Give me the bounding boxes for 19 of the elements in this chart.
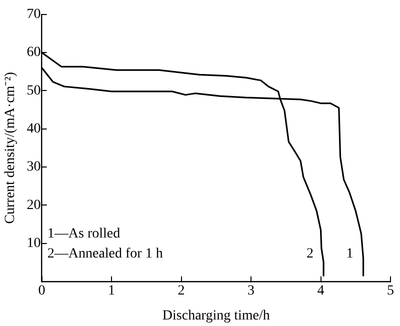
x-tick-label: 2 [178, 283, 185, 298]
y-axis-title: Current density/(mA·cm⁻²) [3, 72, 18, 224]
y-tick-label: 40 [26, 122, 41, 136]
y-tick-label: 60 [26, 45, 41, 60]
annotation: 1—As rolled [47, 226, 120, 242]
series-label: 1 [346, 246, 354, 262]
x-tick-label: 3 [248, 283, 255, 298]
x-axis-title: Discharging time/h [162, 308, 270, 324]
y-tick-label: 70 [26, 7, 41, 22]
x-tick-label: 0 [38, 283, 46, 298]
y-tick-label: 10 [26, 236, 41, 251]
x-tick-label: 1 [108, 283, 116, 298]
y-tick-label: 50 [26, 83, 41, 98]
y-tick-label: 30 [26, 160, 41, 175]
series-label: 2 [306, 246, 314, 262]
x-tick-label: 5 [387, 283, 394, 298]
x-tick-label: 4 [317, 283, 324, 298]
annotation: 2—Annealed for 1 h [47, 246, 163, 262]
y-tick-label: 20 [26, 198, 41, 213]
